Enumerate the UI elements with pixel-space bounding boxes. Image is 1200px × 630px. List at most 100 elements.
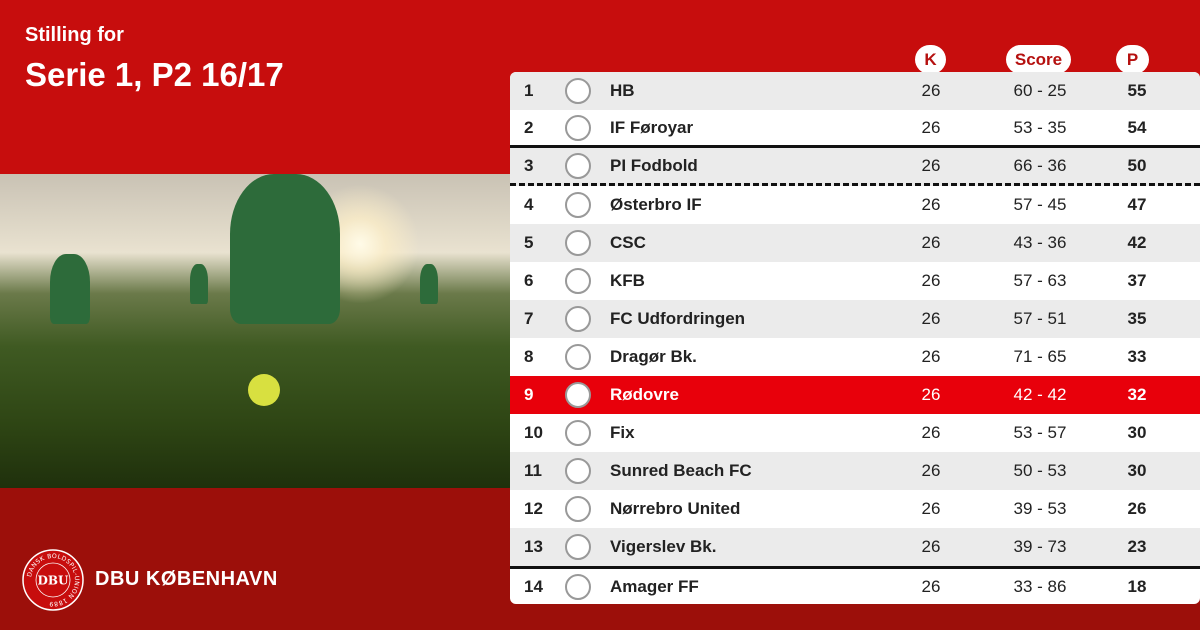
table-row[interactable]: 12 Nørrebro United 26 39 - 53 26 <box>510 490 1200 528</box>
player-figure <box>190 264 208 304</box>
points: 33 <box>1127 347 1147 366</box>
team-name: HB <box>610 81 635 100</box>
points: 35 <box>1127 309 1147 328</box>
pi-crest-icon <box>565 152 591 179</box>
goal-score: 43 - 36 <box>1013 233 1067 252</box>
team-name: Østerbro IF <box>610 195 702 214</box>
dbu-crest-logo: DANSK BOLDSPIL-UNION 1889 DBU <box>22 549 84 611</box>
table-row[interactable]: 4 Østerbro IF 26 57 - 45 47 <box>510 186 1200 224</box>
points: 42 <box>1127 233 1147 252</box>
sunred-crest-icon <box>565 458 591 484</box>
team-name: FC Udfordringen <box>610 309 746 328</box>
goal-score: 33 - 86 <box>1013 576 1067 596</box>
csc-crest-icon <box>565 230 591 256</box>
team-name: Dragør Bk. <box>610 347 697 366</box>
points: 30 <box>1127 461 1147 480</box>
table-row[interactable]: 10 Fix 26 53 - 57 30 <box>510 414 1200 452</box>
team-name: Sunred Beach FC <box>610 461 752 480</box>
norrebro-crest-icon <box>565 496 591 522</box>
position: 12 <box>524 499 543 518</box>
team-name: Rødovre <box>610 385 679 404</box>
matches-played: 26 <box>921 576 941 596</box>
team-name: Vigerslev Bk. <box>610 537 717 556</box>
team-name: Nørrebro United <box>610 499 741 518</box>
goal-score: 53 - 57 <box>1013 423 1067 442</box>
column-header-p: P <box>1116 45 1149 74</box>
subtitle: Stilling for <box>25 24 124 46</box>
points: 47 <box>1127 195 1147 214</box>
matches-played: 26 <box>921 347 941 366</box>
matches-played: 26 <box>921 81 941 100</box>
team-name: Amager FF <box>610 576 699 596</box>
points: 26 <box>1127 499 1147 518</box>
goal-score: 71 - 65 <box>1013 347 1067 366</box>
table-row[interactable]: 14 Amager FF 26 33 - 86 18 <box>510 566 1200 604</box>
goal-score: 57 - 45 <box>1013 195 1067 214</box>
position: 11 <box>524 461 542 480</box>
position: 3 <box>524 155 534 175</box>
goal-score: 39 - 73 <box>1013 537 1067 556</box>
position: 14 <box>524 576 543 596</box>
udfordringen-crest-icon <box>565 306 591 332</box>
points: 30 <box>1127 423 1147 442</box>
brand-name: DBU KØBENHAVN <box>95 568 278 590</box>
table-row[interactable]: 1 HB 26 60 - 25 55 <box>510 72 1200 110</box>
points: 32 <box>1127 385 1147 404</box>
goal-score: 60 - 25 <box>1013 81 1067 100</box>
goal-score: 57 - 51 <box>1013 309 1067 328</box>
matches-played: 26 <box>921 461 941 480</box>
crest-text: DBU <box>37 574 69 588</box>
osterbro-crest-icon <box>565 192 591 218</box>
points: 23 <box>1127 537 1147 556</box>
position: 10 <box>524 423 543 442</box>
player-figure <box>230 174 340 324</box>
position: 13 <box>524 537 543 556</box>
position: 2 <box>524 117 534 137</box>
fix-crest-icon <box>565 420 591 446</box>
goal-score: 50 - 53 <box>1013 461 1067 480</box>
points: 37 <box>1127 271 1147 290</box>
points: 54 <box>1127 117 1147 137</box>
points: 50 <box>1127 155 1147 175</box>
team-name: KFB <box>610 271 645 290</box>
table-row[interactable]: 7 FC Udfordringen 26 57 - 51 35 <box>510 300 1200 338</box>
vigerslev-crest-icon <box>565 534 591 560</box>
table-row[interactable]: 8 Dragør Bk. 26 71 - 65 33 <box>510 338 1200 376</box>
player-figure <box>420 264 438 304</box>
goal-score: 42 - 42 <box>1013 385 1067 404</box>
ball <box>248 374 280 406</box>
kfb-crest-icon <box>565 268 591 294</box>
table-row[interactable]: 13 Vigerslev Bk. 26 39 - 73 23 <box>510 528 1200 566</box>
crest-inner-ring <box>35 562 71 598</box>
team-name: IF Føroyar <box>610 117 694 137</box>
column-header-k: K <box>915 45 946 74</box>
position: 8 <box>524 347 534 366</box>
position: 5 <box>524 233 534 252</box>
table-row[interactable]: 11 Sunred Beach FC 26 50 - 53 30 <box>510 452 1200 490</box>
if-foroyar-crest-icon <box>565 114 591 141</box>
points: 18 <box>1127 576 1147 596</box>
player-figure <box>50 254 90 324</box>
goal-score: 53 - 35 <box>1013 117 1067 137</box>
amager-crest-icon <box>565 573 591 600</box>
table-row[interactable]: 6 KFB 26 57 - 63 37 <box>510 262 1200 300</box>
table-row[interactable]: 2 IF Føroyar 26 53 - 35 54 <box>510 110 1200 148</box>
position: 4 <box>524 195 534 214</box>
position: 1 <box>524 81 534 100</box>
dragor-crest-icon <box>565 344 591 370</box>
hb-crest-icon <box>565 78 591 104</box>
goal-score: 57 - 63 <box>1013 271 1067 290</box>
position: 7 <box>524 309 534 328</box>
matches-played: 26 <box>921 155 941 175</box>
team-name: PI Fodbold <box>610 155 698 175</box>
matches-played: 26 <box>921 195 941 214</box>
matches-played: 26 <box>921 423 941 442</box>
matches-played: 26 <box>921 309 941 328</box>
matches-played: 26 <box>921 385 941 404</box>
matches-played: 26 <box>921 117 941 137</box>
table-row[interactable]: 5 CSC 26 43 - 36 42 <box>510 224 1200 262</box>
position: 6 <box>524 271 534 290</box>
table-row[interactable]: 3 PI Fodbold 26 66 - 36 50 <box>510 148 1200 186</box>
matches-played: 26 <box>921 499 941 518</box>
table-row[interactable]: 9 Rødovre 26 42 - 42 32 <box>510 376 1200 414</box>
